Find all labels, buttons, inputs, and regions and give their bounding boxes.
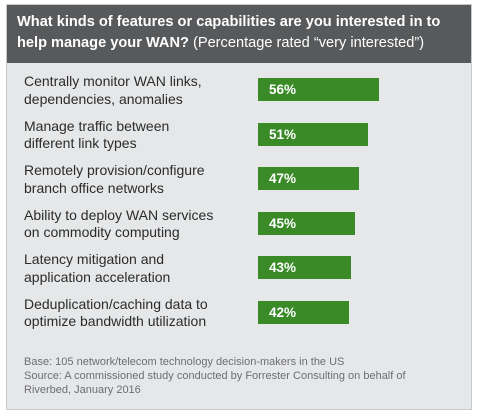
bar-category-label-line: Ability to deploy WAN services bbox=[24, 206, 214, 223]
bar bbox=[258, 256, 351, 279]
bar-category-label: Centrally monitor WAN links, dependencies… bbox=[24, 73, 259, 108]
footer-source-line2: Riverbed, January 2016 bbox=[24, 384, 141, 397]
bar-category-label-line: Latency mitigation and bbox=[24, 251, 165, 267]
bar-category-label: Deduplication/caching data to optimize ba… bbox=[24, 296, 259, 331]
footer-source-line1: Source: A commissioned study conducted b… bbox=[24, 370, 406, 383]
bar-value-label: 51% bbox=[269, 126, 297, 142]
bar bbox=[258, 300, 349, 324]
bar-category-label-line: optimize bandwidth utilization bbox=[24, 313, 207, 329]
bar-category-label-line: Deduplication/caching data to bbox=[24, 295, 208, 312]
bar-category-label-line: branch office networks bbox=[24, 179, 164, 196]
footer-base: Base: 105 network/telecom technology dec… bbox=[24, 356, 345, 368]
chart-title: What kinds of features or capabilities a… bbox=[17, 14, 441, 51]
bar bbox=[258, 78, 379, 101]
bar bbox=[258, 211, 355, 235]
bar bbox=[258, 167, 360, 190]
bar-value-label: 47% bbox=[269, 171, 297, 186]
bar-category-label-line: Remotely provision/configure bbox=[24, 162, 205, 178]
bar-category-label-line: Manage traffic between bbox=[24, 117, 170, 134]
bar-category-label-line: different link types bbox=[24, 135, 137, 151]
bar-value-label: 43% bbox=[269, 260, 297, 275]
bar-category-label: Latency mitigation and application accele… bbox=[24, 251, 259, 286]
bar-category-label-line: dependencies, anomalies bbox=[24, 90, 183, 107]
chart-subtitle: (Percentage rated “very interested”) bbox=[192, 35, 425, 51]
bar-category-label: Remotely provision/configure branch offic… bbox=[24, 162, 259, 197]
bar bbox=[258, 122, 368, 146]
bar-chart: Centrally monitor WAN links, dependencies… bbox=[7, 73, 471, 345]
chart-header: What kinds of features or capabilities a… bbox=[7, 5, 471, 63]
bar-value-label: 56% bbox=[269, 82, 297, 97]
bar-category-label-line: Centrally monitor WAN links, bbox=[24, 73, 202, 89]
bar-category-label: Manage traffic between different link typ… bbox=[24, 118, 259, 153]
chart-footer: Base: 105 network/telecom technology dec… bbox=[24, 355, 464, 398]
bar-value-label: 42% bbox=[269, 304, 297, 320]
bar-category-label-line: on commodity computing bbox=[24, 224, 180, 240]
bar-category-label-line: application acceleration bbox=[24, 268, 171, 285]
bar-value-label: 45% bbox=[269, 215, 297, 231]
bar-category-label: Ability to deploy WAN services on commodi… bbox=[24, 207, 259, 242]
chart-panel: What kinds of features or capabilities a… bbox=[6, 4, 472, 410]
